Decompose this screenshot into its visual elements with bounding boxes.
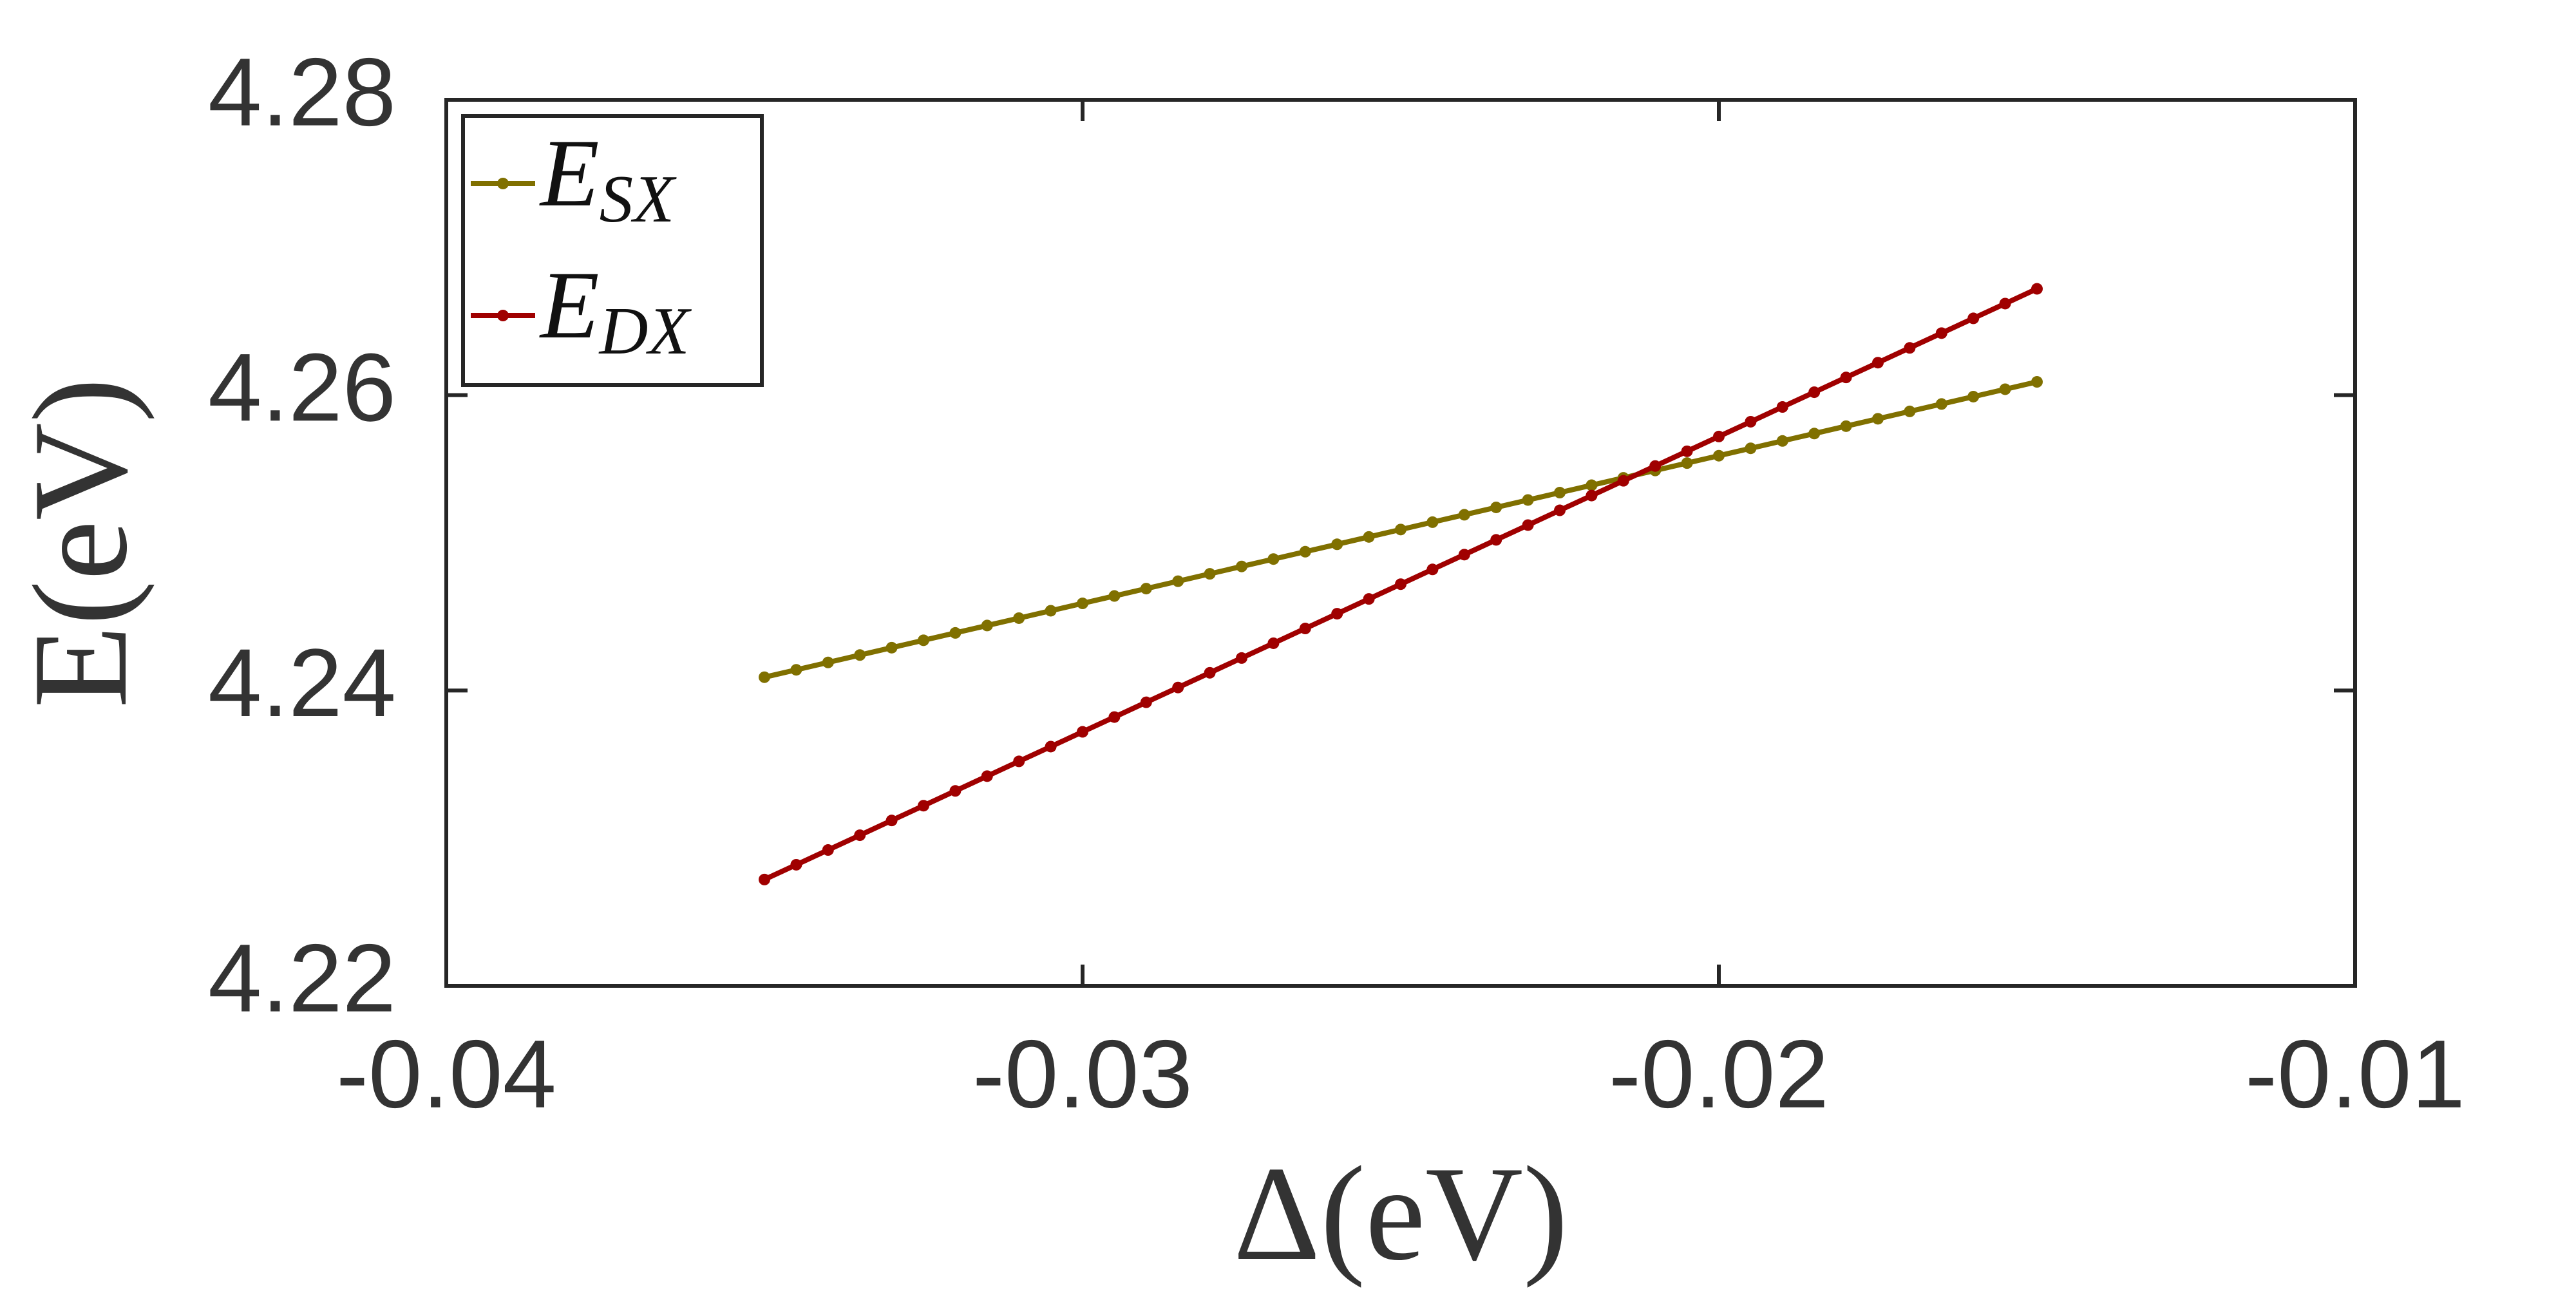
data-point [2031, 376, 2043, 388]
data-point [1172, 575, 1184, 587]
data-point [1267, 637, 1280, 649]
data-point [1935, 398, 1947, 410]
data-point [1299, 545, 1311, 558]
data-point [1077, 598, 1088, 610]
data-point [1649, 460, 1662, 472]
data-point [1999, 383, 2011, 395]
data-point [918, 800, 929, 812]
legend-label: EDX [539, 252, 692, 368]
data-point [1426, 516, 1439, 528]
data-point [1490, 534, 1502, 546]
data-point [1713, 449, 1725, 462]
data-point [1363, 531, 1375, 543]
data-point [1140, 696, 1152, 708]
y-tick-label: 4.26 [208, 333, 396, 441]
data-point [759, 671, 770, 683]
data-point [1999, 297, 2011, 310]
data-point [2031, 283, 2043, 295]
data-point [1458, 549, 1470, 561]
data-point [1872, 413, 1884, 425]
data-point [1586, 479, 1598, 491]
data-point [918, 634, 929, 646]
data-point [1395, 524, 1406, 536]
data-point [759, 873, 770, 885]
legend-marker [497, 178, 509, 189]
data-point [1586, 489, 1598, 502]
data-point [1077, 726, 1088, 738]
legend-box [461, 114, 764, 387]
data-point [1395, 578, 1406, 590]
data-point [949, 785, 961, 797]
data-point [1776, 401, 1788, 413]
data-point [854, 649, 866, 661]
data-point [886, 815, 898, 827]
y-tick-label: 4.24 [208, 628, 396, 737]
data-point [822, 656, 834, 668]
data-point [822, 844, 834, 856]
legend-marker [497, 310, 509, 321]
data-point [886, 641, 898, 654]
data-point [1554, 504, 1566, 516]
data-point [1236, 652, 1247, 664]
data-point [1967, 312, 1980, 325]
x-tick-label: -0.02 [1609, 1020, 1829, 1128]
data-point [1045, 605, 1057, 617]
legend-label: ESX [539, 120, 677, 236]
data-point [1236, 560, 1247, 572]
data-point [1776, 435, 1788, 447]
data-point [1840, 372, 1852, 384]
y-tick-label: 4.28 [208, 38, 396, 146]
data-point [790, 664, 802, 676]
y-axis-label: E(eV) [6, 377, 155, 708]
data-point [1204, 568, 1216, 580]
plot-frame [444, 98, 2357, 988]
data-point [1363, 593, 1375, 605]
data-point [1331, 538, 1343, 551]
data-point [981, 619, 993, 632]
data-point [1013, 755, 1025, 768]
data-point [1808, 428, 1821, 440]
data-point [1522, 519, 1534, 531]
data-point [949, 627, 961, 639]
data-point [1745, 415, 1757, 428]
data-point [1204, 666, 1216, 679]
x-tick-label: -0.04 [336, 1020, 556, 1128]
y-tick-label: 4.22 [208, 924, 396, 1032]
data-point [790, 858, 802, 871]
data-point [1904, 405, 1916, 417]
data-point [1426, 563, 1439, 576]
data-point [1967, 390, 1980, 402]
data-point [854, 829, 866, 842]
data-point [1808, 386, 1821, 399]
data-point [1458, 509, 1470, 521]
data-point [1045, 741, 1057, 753]
data-point [1331, 608, 1343, 620]
data-point [1554, 487, 1566, 499]
data-point [1745, 442, 1757, 455]
data-point [1904, 342, 1916, 354]
x-tick-label: -0.03 [972, 1020, 1193, 1128]
data-point [1681, 445, 1693, 457]
data-point [1299, 623, 1311, 635]
data-point [1108, 711, 1121, 723]
data-point [1108, 590, 1121, 602]
data-point [1140, 583, 1152, 595]
x-tick-label: -0.01 [2245, 1020, 2465, 1128]
data-point [1267, 553, 1280, 565]
data-point [1872, 357, 1884, 369]
data-point [1490, 501, 1502, 513]
x-axis-label: Δ(eV) [1233, 1139, 1568, 1288]
data-point [1713, 430, 1725, 442]
data-point [1681, 457, 1693, 469]
data-point [1617, 475, 1629, 487]
data-point [1172, 681, 1184, 693]
data-point [1935, 327, 1947, 339]
data-point [981, 770, 993, 782]
data-point [1840, 420, 1852, 432]
data-point [1013, 612, 1025, 624]
data-point [1522, 494, 1534, 506]
